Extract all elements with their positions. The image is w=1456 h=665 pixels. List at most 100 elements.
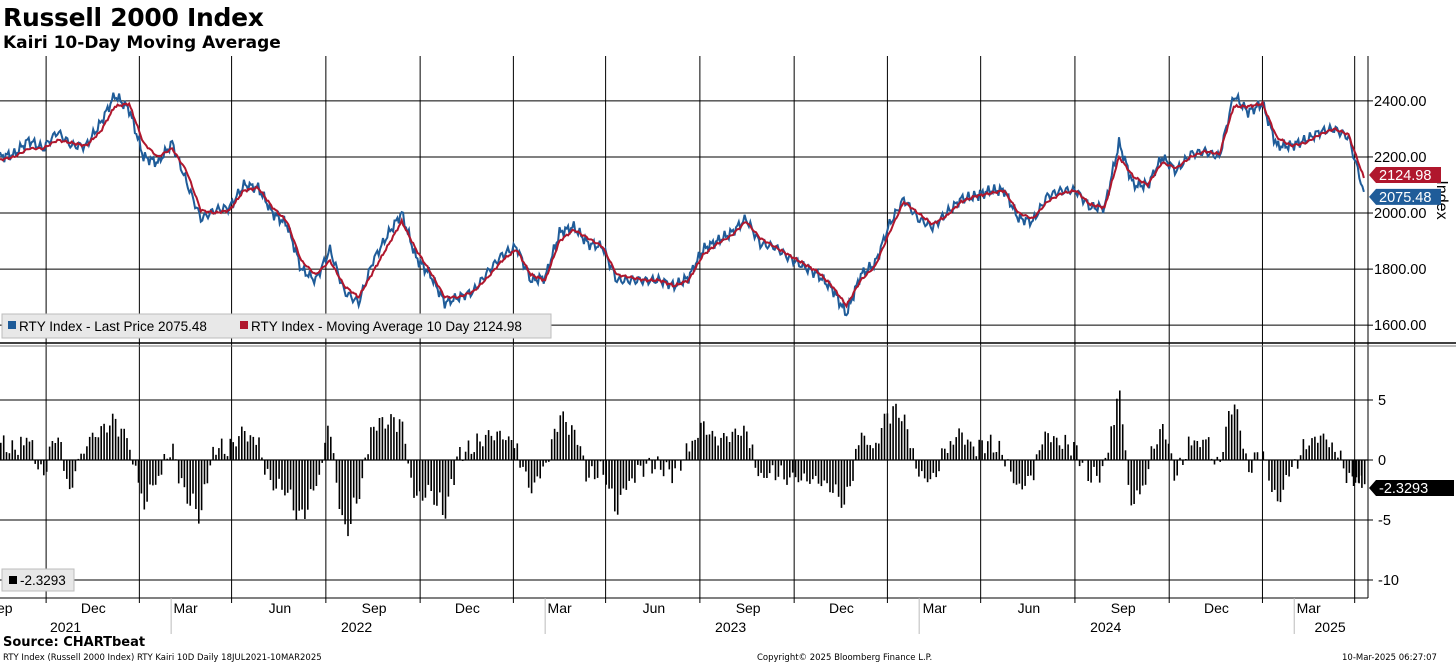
kairi-bar <box>172 443 186 488</box>
kairi-bar <box>315 425 329 486</box>
year-label: 2021 <box>50 619 81 635</box>
footer-copyright: Copyright© 2025 Bloomberg Finance L.P. <box>757 653 933 663</box>
kairi-bar <box>1090 460 1104 483</box>
month-label: Mar <box>548 600 572 616</box>
year-label: 2022 <box>341 619 372 635</box>
kairi-bar <box>1190 439 1204 460</box>
kairi-bar <box>832 460 846 508</box>
year-label: 2023 <box>715 619 746 635</box>
month-label: Sep <box>0 600 13 616</box>
kairi-tick-label: -10 <box>1378 573 1399 589</box>
kairi-bar <box>803 460 817 484</box>
kairi-bar <box>817 460 831 493</box>
kairi-bar <box>0 435 14 460</box>
kairi-bar <box>860 432 874 460</box>
kairi-bar <box>946 428 960 460</box>
month-label: Dec <box>81 600 106 616</box>
kairi-panel: -2.3293 <box>0 390 1366 592</box>
kairi-bar <box>789 460 803 483</box>
kairi-bar <box>961 432 975 460</box>
kairi-bar <box>516 443 530 488</box>
kairi-bar <box>200 446 214 511</box>
kairi-legend: -2.3293 <box>1 568 75 592</box>
kairi-bar <box>1004 459 1018 485</box>
kairi-bar <box>416 460 430 501</box>
month-label: Dec <box>1204 600 1229 616</box>
month-label: Sep <box>362 600 387 616</box>
legend-box <box>1 313 552 339</box>
kairi-bar <box>746 431 760 477</box>
kairi-bar <box>1032 431 1046 481</box>
kairi-bar <box>989 434 1003 460</box>
footer-description: RTY Index (Russell 2000 Index) RTY Kairi… <box>3 653 322 663</box>
tag-last-price: 2075.48 <box>1369 188 1441 206</box>
kairi-bar <box>1219 411 1233 462</box>
month-label: Mar <box>174 600 198 616</box>
kairi-bar <box>1248 452 1262 473</box>
kairi-bar <box>1262 451 1276 492</box>
kairi-bar <box>530 460 544 494</box>
kairi-bar <box>975 439 989 460</box>
month-label: Sep <box>1111 600 1136 616</box>
year-label: 2024 <box>1090 619 1121 635</box>
kairi-bar <box>430 460 444 515</box>
kairi-bar <box>545 428 559 463</box>
month-label: Dec <box>829 600 854 616</box>
month-label: Sep <box>736 600 761 616</box>
kairi-bar <box>157 454 171 476</box>
kairi-bar <box>875 413 889 460</box>
footer-timestamp: 10-Mar-2025 06:27:07 <box>1342 653 1437 663</box>
kairi-bar <box>674 443 688 471</box>
kairi-bar <box>760 460 774 478</box>
kairi-tick-label: -5 <box>1378 513 1391 529</box>
kairi-bar <box>1233 404 1247 460</box>
kairi-legend-box <box>1 568 75 592</box>
kairi-bar <box>1305 436 1319 460</box>
price-tick-label: 1800.00 <box>1374 262 1426 278</box>
kairi-bar <box>1133 460 1147 504</box>
kairi-bar <box>114 418 128 460</box>
tag-moving-average: 2124.98 <box>1369 166 1441 184</box>
svg-text:-2.3293: -2.3293 <box>1379 481 1428 497</box>
kairi-bar <box>14 436 28 460</box>
kairi-bar <box>1076 445 1089 481</box>
legend-swatch-ma <box>240 321 248 329</box>
price-tick-label: 1600.00 <box>1374 318 1426 334</box>
kairi-bar <box>229 426 243 460</box>
source-note: Source: CHARTbeat <box>3 635 146 650</box>
kairi-bar <box>731 425 745 460</box>
kairi-bar <box>143 460 157 510</box>
kairi-bar <box>28 440 42 470</box>
price-tick-label: 2400.00 <box>1374 94 1426 110</box>
kairi-bar <box>846 445 860 487</box>
kairi-tick-label: 5 <box>1378 393 1386 409</box>
kairi-bar <box>659 460 673 484</box>
kairi-bar <box>688 422 702 460</box>
svg-text:2075.48: 2075.48 <box>1379 190 1431 206</box>
month-label: Jun <box>269 600 292 616</box>
month-label: Dec <box>455 600 480 616</box>
kairi-bar <box>344 460 358 537</box>
kairi-bar <box>301 460 315 519</box>
kairi-bar <box>444 456 458 519</box>
kairi-bar <box>645 456 659 474</box>
kairi-bar <box>559 411 573 460</box>
series-moving-average-line <box>0 100 1365 309</box>
kairi-bar <box>717 433 731 460</box>
kairi-tick-label: 0 <box>1378 453 1386 469</box>
kairi-bar <box>473 433 487 460</box>
kairi-bar <box>774 460 788 485</box>
kairi-bar <box>1352 460 1366 488</box>
price-tick-label: 2200.00 <box>1374 150 1426 166</box>
kairi-bar <box>1018 460 1032 490</box>
kairi-bar <box>330 436 343 516</box>
kairi-bar <box>1276 460 1290 503</box>
kairi-bar <box>71 453 85 488</box>
kairi-bar <box>358 427 372 499</box>
kairi-legend-swatch <box>9 576 17 584</box>
month-label: Jun <box>643 600 666 616</box>
chart-subtitle: Kairi 10-Day Moving Average <box>3 33 281 53</box>
year-label: 2025 <box>1315 619 1346 635</box>
kairi-bar <box>1334 450 1348 483</box>
